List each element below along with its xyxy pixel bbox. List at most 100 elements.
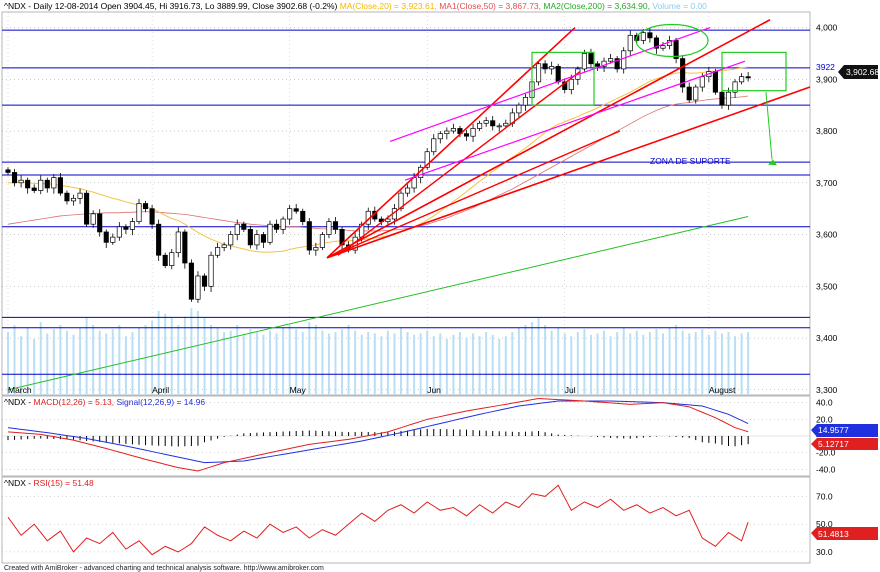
volume-bar: [720, 333, 723, 395]
volume-bar: [472, 333, 475, 395]
candle-body: [680, 58, 686, 88]
rsi-header: ^NDX - RSI(15) = 51.48: [4, 478, 94, 488]
volume-bar: [675, 325, 678, 395]
candle-body: [398, 192, 404, 210]
volume-bar: [52, 329, 55, 395]
candle-body: [319, 234, 325, 248]
candle-body: [188, 262, 194, 300]
month-label: August: [709, 385, 736, 395]
volume-bar: [563, 333, 566, 395]
consolidation-box: [531, 51, 595, 106]
candle-body: [280, 218, 286, 230]
volume-bar: [373, 333, 376, 395]
candle-body: [450, 128, 456, 132]
volume-bar: [629, 333, 632, 395]
volume-bar: [59, 325, 62, 395]
candle-body: [745, 76, 751, 79]
rsi-badge: 51.4813: [811, 527, 878, 540]
header-volume: Volume = 0.00: [652, 1, 707, 11]
candle-body: [201, 275, 208, 287]
candle-body: [136, 203, 142, 222]
macd-line: [7, 397, 749, 472]
volume-bar: [321, 330, 324, 395]
volume-bar: [275, 333, 278, 395]
candle-body: [64, 192, 70, 202]
volume-bar: [262, 334, 265, 395]
volume-bar: [616, 332, 619, 395]
header-symbol: ^NDX: [4, 1, 26, 11]
drawing-tools: [326, 19, 811, 259]
candle-body: [116, 226, 122, 238]
volume-bar: [458, 332, 461, 395]
volume-bar: [65, 330, 68, 395]
volume-bar: [655, 329, 658, 395]
volume-bar: [190, 308, 193, 395]
volume-bar: [308, 322, 311, 395]
price-tick-label: 3,300: [816, 385, 838, 395]
candle-body: [90, 213, 96, 225]
volume-bar: [151, 320, 154, 395]
volume-bar: [295, 329, 298, 395]
candle-body: [437, 133, 443, 140]
volume-bar: [727, 332, 730, 395]
candle-body: [31, 187, 37, 191]
volume-bar: [98, 330, 101, 395]
candle-body: [732, 81, 738, 93]
candle-body: [215, 247, 221, 256]
candle-body: [503, 122, 509, 127]
candle-body: [477, 122, 483, 129]
volume-bar: [269, 330, 271, 395]
horizontal-levels: [2, 29, 810, 375]
volume-bar: [249, 329, 252, 395]
candle-body: [326, 221, 332, 235]
candle-body: [57, 177, 63, 194]
magenta-channel: [404, 60, 746, 181]
volume-bar: [360, 334, 363, 395]
volume-bar: [622, 327, 625, 395]
candle-body: [535, 63, 542, 83]
volume-bar: [498, 339, 501, 395]
price-header: ^NDX - Daily 12-08-2014 Open 3904.45, Hi…: [4, 1, 707, 11]
volume-bar: [557, 327, 560, 395]
candle-body: [614, 58, 620, 70]
volume-bar: [583, 329, 586, 395]
candle-body: [522, 97, 529, 106]
price-badge: 3,902.68: [838, 65, 879, 79]
macd-header: ^NDX - MACD(12,26) = 5.13, Signal(12,26,…: [4, 397, 205, 407]
candle-body: [97, 213, 103, 233]
candle-body: [470, 128, 476, 137]
volume-bar: [210, 325, 213, 395]
volume-bar: [531, 322, 533, 395]
candle-body: [260, 234, 267, 243]
candle-body: [38, 179, 44, 191]
candle-body: [712, 71, 718, 93]
candle-body: [699, 76, 705, 88]
signal-line: [7, 400, 749, 464]
candle-body: [182, 231, 188, 264]
volume-bar: [7, 332, 9, 395]
volume-bar: [426, 330, 429, 395]
volume-bar: [164, 313, 167, 395]
candle-body: [162, 254, 168, 266]
volume-bar: [223, 332, 226, 395]
volume-bar: [118, 325, 121, 395]
volume-bar: [432, 336, 435, 395]
volume-bar: [609, 336, 612, 395]
axis-labels: 3,300 3,400 3,500 3,600 3,700 3,800 3,900 4,000…: [8, 23, 838, 395]
price-tick-label: 3,500: [816, 281, 838, 291]
consolidation-box: [721, 51, 787, 92]
macd-indicator: 40.020.0---20.0-40.0: [2, 397, 836, 474]
volume-bar: [196, 311, 199, 395]
month-label: March: [8, 385, 32, 395]
candle-body: [267, 223, 273, 243]
volume-bar: [288, 325, 291, 395]
rsi-tick-label: 30.0: [816, 547, 833, 557]
volume-bar: [393, 333, 396, 395]
candle-body: [686, 86, 692, 101]
macd-tick-label: 20.0: [816, 414, 833, 424]
header-ma50: MA1(Close,50) = 3,867.73,: [439, 1, 541, 11]
volume-bar: [400, 327, 402, 395]
volume-bar: [747, 332, 750, 395]
volume-bar: [157, 311, 160, 395]
